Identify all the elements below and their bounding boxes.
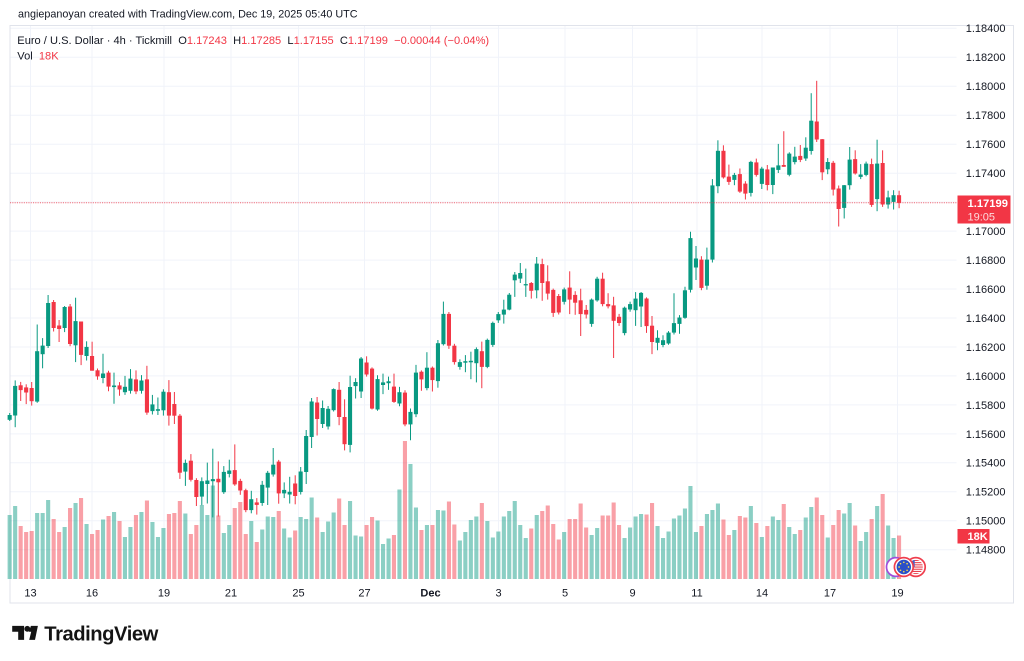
svg-text:Vol 18K: Vol 18K [17,51,59,63]
svg-text:17: 17 [824,588,836,600]
svg-text:1.14800: 1.14800 [966,545,1006,557]
svg-text:1.15000: 1.15000 [966,516,1006,528]
svg-text:1.17400: 1.17400 [966,168,1006,180]
svg-text:25: 25 [292,588,304,600]
svg-text:1.17000: 1.17000 [966,226,1006,238]
svg-text:Dec: Dec [420,588,440,600]
svg-text:1.15600: 1.15600 [966,429,1006,441]
svg-text:19: 19 [158,588,170,600]
svg-text:16: 16 [86,588,98,600]
svg-text:18K: 18K [968,531,988,543]
svg-text:1.18000: 1.18000 [966,81,1006,93]
svg-text:1.15800: 1.15800 [966,400,1006,412]
svg-text:1.15400: 1.15400 [966,458,1006,470]
svg-text:14: 14 [756,588,768,600]
svg-text:19:05: 19:05 [968,211,996,223]
svg-text:5: 5 [562,588,568,600]
svg-text:1.16400: 1.16400 [966,313,1006,325]
svg-text:3: 3 [495,588,501,600]
svg-text:19: 19 [891,588,903,600]
svg-text:1.16200: 1.16200 [966,342,1006,354]
svg-text:1.17199: 1.17199 [968,198,1008,210]
svg-text:1.15200: 1.15200 [966,487,1006,499]
svg-text:1.16800: 1.16800 [966,255,1006,267]
svg-text:1.18200: 1.18200 [966,52,1006,64]
svg-text:11: 11 [691,588,702,600]
svg-text:angiepanoyan created with Trad: angiepanoyan created with TradingView.co… [18,9,358,21]
svg-text:1.16600: 1.16600 [966,284,1006,296]
svg-text:27: 27 [358,588,370,600]
svg-text:9: 9 [629,588,635,600]
svg-text:TradingView: TradingView [44,624,158,646]
svg-text:1.17800: 1.17800 [966,110,1006,122]
svg-text:1.16000: 1.16000 [966,371,1006,383]
svg-text:13: 13 [24,588,36,600]
svg-text:1.17600: 1.17600 [966,139,1006,151]
svg-text:1.18400: 1.18400 [966,23,1006,35]
svg-text:21: 21 [225,588,237,600]
svg-text:Euro / U.S. Dollar · 4h · Tick: Euro / U.S. Dollar · 4h · Tickmill O1.17… [17,35,489,47]
